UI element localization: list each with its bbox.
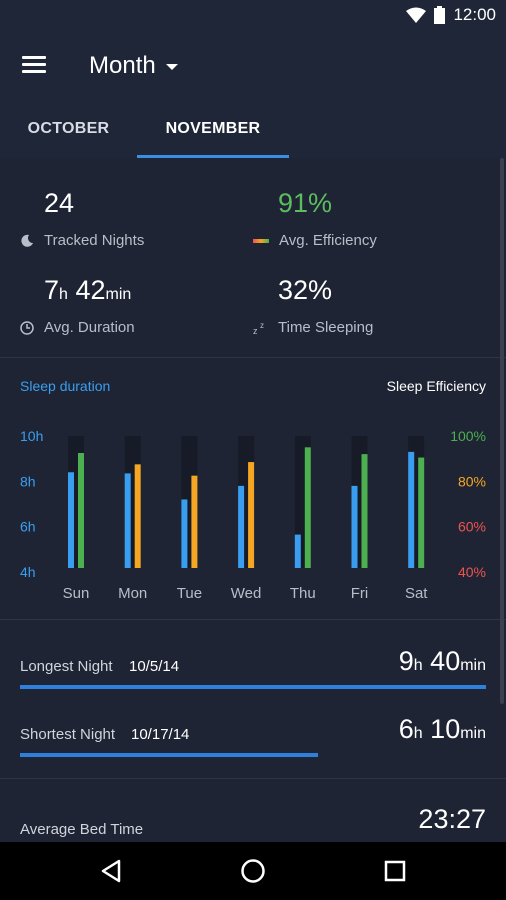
status-bar: 12:00 bbox=[0, 0, 506, 32]
x-tick-label: Sun bbox=[63, 585, 90, 602]
avg-duration-hours: 7 bbox=[44, 275, 60, 305]
duration-bar bbox=[181, 499, 188, 568]
efficiency-bar bbox=[248, 462, 255, 568]
shortest-hours: 6 bbox=[398, 714, 414, 744]
y-left-tick-label: 6h bbox=[20, 519, 36, 535]
caret-down-icon bbox=[165, 64, 178, 70]
scrollbar[interactable] bbox=[500, 158, 504, 704]
tracked-nights-text: Tracked Nights bbox=[44, 232, 145, 249]
avg-efficiency-text: Avg. Efficiency bbox=[279, 232, 377, 249]
duration-bar bbox=[68, 472, 74, 568]
app-bar: Month bbox=[0, 32, 506, 100]
recents-icon bbox=[384, 860, 406, 882]
sleep-duration-legend: Sleep duration bbox=[20, 378, 111, 394]
avg-efficiency-value: 91% bbox=[278, 188, 333, 218]
y-left-tick-label: 10h bbox=[20, 428, 43, 444]
home-button[interactable] bbox=[238, 856, 268, 886]
x-tick-label: Thu bbox=[290, 585, 316, 602]
menu-icon[interactable] bbox=[22, 56, 46, 76]
tracked-nights-value: 24 bbox=[44, 188, 75, 218]
avg-duration-minutes: 42 bbox=[75, 275, 106, 305]
duration-bar bbox=[351, 485, 358, 568]
longest-h-unit: h bbox=[413, 657, 423, 674]
efficiency-bar bbox=[418, 457, 425, 568]
stats-content[interactable]: 24 Tracked Nights 91% Avg. Efficiency 7h… bbox=[0, 158, 506, 842]
time-sleeping-text: Time Sleeping bbox=[278, 319, 374, 336]
efficiency-bar bbox=[304, 447, 311, 568]
shortest-night-bar bbox=[20, 753, 319, 757]
tab-october[interactable]: OCTOBER bbox=[27, 120, 110, 137]
longest-min-unit: min bbox=[460, 657, 486, 674]
tab-indicator bbox=[137, 155, 289, 158]
efficiency-bar bbox=[134, 464, 141, 568]
avg-efficiency-label: Avg. Efficiency bbox=[253, 232, 377, 249]
y-right-tick-label: 40% bbox=[458, 564, 486, 580]
x-tick-label: Sat bbox=[405, 585, 428, 602]
y-right-tick-label: 60% bbox=[458, 519, 486, 535]
battery-icon bbox=[434, 6, 446, 24]
shortest-night-date: 10/17/14 bbox=[131, 726, 190, 743]
home-icon bbox=[241, 859, 265, 883]
longest-minutes: 40 bbox=[430, 646, 461, 676]
clock-icon bbox=[20, 320, 34, 335]
back-button[interactable] bbox=[96, 856, 126, 886]
longest-night-value: 9h 40min bbox=[399, 646, 486, 677]
x-tick-label: Wed bbox=[231, 585, 262, 602]
shortest-min-unit: min bbox=[460, 725, 486, 742]
y-right-tick-label: 100% bbox=[450, 428, 486, 444]
svg-text:z: z bbox=[253, 326, 258, 335]
divider bbox=[0, 619, 506, 620]
duration-bar bbox=[294, 534, 301, 568]
efficiency-bar bbox=[361, 454, 368, 568]
wifi-icon bbox=[406, 7, 427, 23]
efficiency-bar bbox=[78, 453, 84, 568]
longest-night-label: Longest Night bbox=[20, 658, 113, 675]
avg-bedtime-label: Average Bed Time bbox=[20, 821, 144, 838]
avg-duration-text: Avg. Duration bbox=[44, 319, 135, 336]
weekly-sleep-chart: 10h 8h 6h 4h 100% 80% 60% 40% Sun Mon Tue Wed Thu Fri… bbox=[20, 428, 486, 602]
duration-bar bbox=[408, 451, 415, 568]
svg-text:z: z bbox=[260, 321, 264, 330]
avg-duration-min-unit: min bbox=[105, 286, 132, 303]
y-right-tick-label: 80% bbox=[458, 473, 486, 489]
x-tick-label: Fri bbox=[351, 585, 369, 602]
longest-night-date: 10/5/14 bbox=[129, 658, 180, 675]
shortest-night-label: Shortest Night bbox=[20, 726, 116, 743]
page-title: Month bbox=[89, 52, 156, 79]
status-time: 12:00 bbox=[453, 5, 496, 24]
tab-november[interactable]: NOVEMBER bbox=[165, 120, 261, 137]
system-nav-bar bbox=[0, 842, 506, 900]
recents-button[interactable] bbox=[380, 856, 410, 886]
longest-night-bar bbox=[20, 685, 486, 689]
avg-duration-h-unit: h bbox=[59, 286, 68, 303]
duration-bar bbox=[124, 473, 131, 568]
back-icon bbox=[101, 859, 121, 883]
efficiency-gradient-icon bbox=[253, 238, 269, 243]
y-left-tick-label: 4h bbox=[20, 564, 36, 580]
efficiency-bar bbox=[191, 475, 198, 568]
avg-bedtime-value: 23:27 bbox=[418, 804, 486, 834]
sleep-efficiency-legend: Sleep Efficiency bbox=[386, 378, 486, 394]
shortest-h-unit: h bbox=[413, 725, 423, 742]
duration-bar bbox=[238, 485, 245, 568]
tracked-nights-label: Tracked Nights bbox=[20, 232, 144, 249]
y-left-tick-label: 8h bbox=[20, 473, 36, 489]
time-sleeping-value: 32% bbox=[278, 275, 333, 305]
avg-duration-label: Avg. Duration bbox=[20, 319, 135, 336]
x-tick-label: Mon bbox=[118, 585, 147, 602]
shortest-minutes: 10 bbox=[430, 714, 461, 744]
status-icons: 12:00 bbox=[406, 5, 496, 25]
avg-duration-value: 7h 42min bbox=[44, 275, 131, 306]
shortest-night-value: 6h 10min bbox=[399, 714, 486, 745]
divider bbox=[0, 778, 506, 779]
x-tick-label: Tue bbox=[177, 585, 202, 602]
period-dropdown[interactable]: Month bbox=[89, 52, 178, 80]
zzz-icon: zz bbox=[253, 321, 264, 335]
month-tabs: OCTOBER NOVEMBER bbox=[0, 100, 506, 158]
divider bbox=[0, 357, 506, 358]
moon-icon bbox=[21, 234, 33, 247]
longest-hours: 9 bbox=[398, 646, 414, 676]
